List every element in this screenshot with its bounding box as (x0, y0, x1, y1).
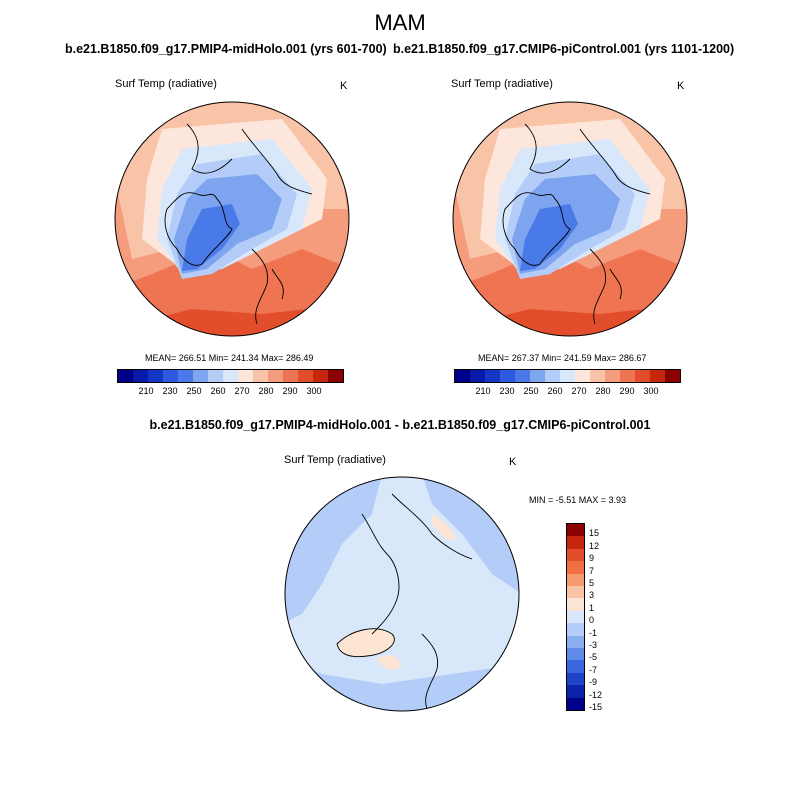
right-colorbar-swatch (530, 370, 545, 382)
diff-colorbar-swatch (567, 610, 584, 624)
left-colorbar-swatch (268, 370, 283, 382)
right-polar-map (452, 101, 688, 337)
left-variable-label: Surf Temp (radiative) (115, 78, 217, 90)
left-colorbar-tick-label: 230 (162, 386, 178, 396)
diff-colorbar-tick-label: 3 (589, 590, 595, 601)
diff-colorbar-tick-label: -1 (589, 627, 598, 638)
right-stats: MEAN= 267.37 Min= 241.59 Max= 286.67 (478, 353, 647, 363)
left-colorbar (117, 369, 344, 383)
right-units-label: K (677, 80, 685, 92)
right-colorbar-swatch (470, 370, 485, 382)
right-colorbar-swatch (605, 370, 620, 382)
diff-colorbar-tick-label: 0 (589, 615, 595, 626)
diff-colorbar-swatch (567, 685, 584, 698)
left-colorbar-tick-label: 260 (210, 386, 226, 396)
right-colorbar-swatch (545, 370, 560, 382)
right-colorbar-swatch (665, 370, 680, 382)
left-colorbar-swatch (238, 370, 253, 382)
right-colorbar-tick-label: 280 (595, 386, 611, 396)
left-colorbar-swatch (193, 370, 208, 382)
left-colorbar-tick-label: 300 (306, 386, 322, 396)
left-colorbar-swatch (253, 370, 268, 382)
figure-title: MAM (374, 10, 426, 35)
diff-colorbar-swatch (567, 648, 584, 661)
left-colorbar-swatch (283, 370, 298, 382)
right-colorbar-swatch (560, 370, 575, 382)
left-colorbar-tick-label: 290 (282, 386, 298, 396)
diff-colorbar-tick-label: 5 (589, 578, 595, 588)
diff-colorbar-tick-label: -9 (589, 677, 598, 688)
left-colorbar-labels: 210 230 250 260 270 280 290 300 (117, 386, 342, 398)
diff-colorbar-tick-label: 7 (589, 565, 595, 576)
diff-colorbar-swatch (567, 623, 584, 636)
right-colorbar-tick-label: 260 (547, 386, 563, 396)
left-colorbar-tick-label: 250 (186, 386, 202, 396)
diff-colorbar-swatch (567, 573, 584, 587)
right-colorbar-swatch (485, 370, 500, 382)
right-colorbar (454, 369, 681, 383)
left-units-label: K (340, 80, 348, 92)
left-stats: MEAN= 266.51 Min= 241.34 Max= 286.49 (145, 353, 314, 363)
right-colorbar-swatch (500, 370, 515, 382)
left-panel-title: b.e21.B1850.f09_g17.PMIP4-midHolo.001 (y… (65, 42, 387, 56)
left-colorbar-swatch (163, 370, 178, 382)
right-colorbar-swatch (650, 370, 665, 382)
diff-colorbar-swatch (567, 561, 584, 574)
right-colorbar-swatch (515, 370, 530, 382)
right-variable-label: Surf Temp (radiative) (451, 78, 553, 90)
diff-colorbar-swatch (567, 536, 584, 549)
left-colorbar-swatch (298, 370, 313, 382)
diff-panel-title: b.e21.B1850.f09_g17.PMIP4-midHolo.001 - … (149, 418, 651, 432)
right-colorbar-swatch (455, 370, 470, 382)
right-colorbar-labels: 210 230 250 260 270 280 290 300 (454, 386, 679, 398)
right-colorbar-tick-label: 270 (571, 386, 587, 396)
right-colorbar-swatch (635, 370, 650, 382)
right-colorbar-tick-label: 230 (499, 386, 515, 396)
diff-colorbar-swatch (567, 548, 584, 562)
diff-variable-label: Surf Temp (radiative) (284, 454, 386, 466)
left-colorbar-swatch (328, 370, 343, 382)
right-colorbar-swatch (590, 370, 605, 382)
diff-colorbar-tick-label: -7 (589, 664, 598, 675)
left-colorbar-tick-label: 210 (138, 386, 154, 396)
right-colorbar-tick-label: 300 (643, 386, 659, 396)
diff-colorbar-tick-label: -12 (589, 689, 603, 700)
left-colorbar-swatch (313, 370, 328, 382)
diff-colorbar-swatch (567, 672, 584, 686)
diff-units-label: K (509, 456, 517, 468)
diff-colorbar (566, 523, 585, 711)
right-panel-title: b.e21.B1850.f09_g17.CMIP6-piControl.001 … (393, 42, 735, 56)
diff-stats: MIN = -5.51 MAX = 3.93 (529, 495, 627, 505)
left-colorbar-swatch (133, 370, 148, 382)
diff-colorbar-swatch (567, 635, 584, 649)
right-colorbar-swatch (620, 370, 635, 382)
diff-colorbar-swatch (567, 524, 584, 537)
diff-colorbar-labels: 15 12 9 7 5 3 1 0 -1 -3 -5 -7 -9 -12 -15 (589, 523, 629, 712)
left-polar-map (114, 101, 350, 337)
diff-colorbar-tick-label: 12 (589, 540, 600, 551)
diff-colorbar-swatch (567, 586, 584, 599)
diff-colorbar-tick-label: 1 (589, 602, 595, 613)
left-colorbar-swatch (178, 370, 193, 382)
diff-colorbar-tick-label: 9 (589, 553, 595, 564)
left-colorbar-swatch (118, 370, 133, 382)
right-colorbar-tick-label: 250 (523, 386, 539, 396)
left-colorbar-swatch (148, 370, 163, 382)
left-colorbar-tick-label: 280 (258, 386, 274, 396)
diff-colorbar-tick-label: -3 (589, 640, 598, 650)
diff-colorbar-swatch (567, 598, 584, 611)
diff-colorbar-tick-label: -5 (589, 652, 598, 663)
diff-colorbar-swatch (567, 697, 584, 711)
left-colorbar-swatch (208, 370, 223, 382)
diff-colorbar-tick-label: -15 (589, 702, 603, 712)
right-colorbar-swatch (575, 370, 590, 382)
right-colorbar-tick-label: 210 (475, 386, 491, 396)
left-colorbar-tick-label: 270 (234, 386, 250, 396)
right-colorbar-tick-label: 290 (619, 386, 635, 396)
diff-colorbar-tick-label: 15 (589, 528, 600, 539)
left-colorbar-swatch (223, 370, 238, 382)
diff-polar-map (284, 476, 520, 712)
diff-colorbar-swatch (567, 660, 584, 673)
